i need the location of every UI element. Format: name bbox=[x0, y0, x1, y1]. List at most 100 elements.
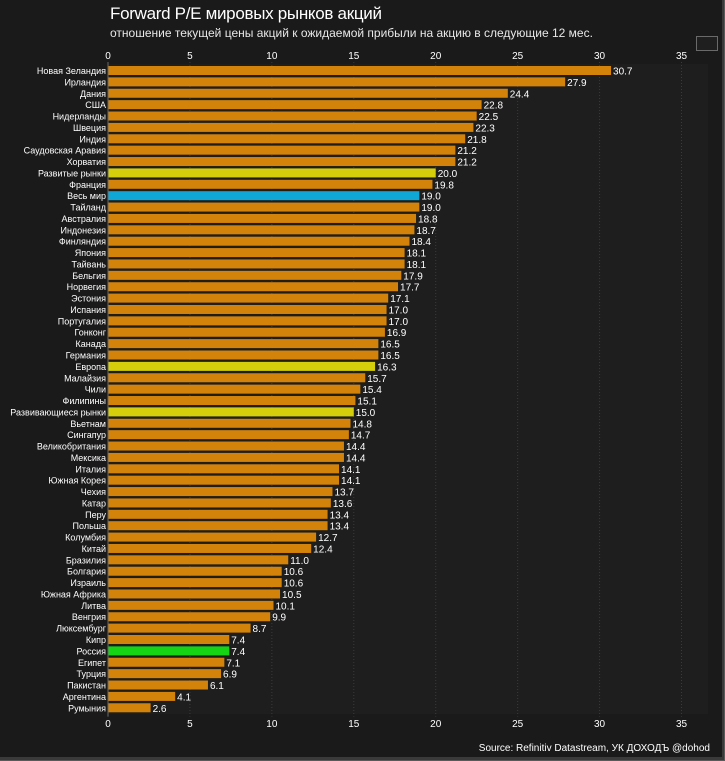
value-label: 13.7 bbox=[334, 488, 354, 499]
value-label: 17.9 bbox=[403, 271, 423, 282]
value-label: 15.7 bbox=[367, 374, 387, 385]
category-label: Хорватия bbox=[67, 157, 107, 167]
value-label: 4.1 bbox=[177, 692, 191, 703]
bar bbox=[108, 293, 389, 303]
category-label: Италия bbox=[75, 464, 106, 474]
x-tick-label-top: 25 bbox=[512, 51, 524, 62]
category-label: Испания bbox=[70, 305, 106, 315]
bar bbox=[108, 225, 415, 235]
x-tick-label-top: 5 bbox=[187, 51, 193, 62]
x-tick-label-top: 30 bbox=[594, 51, 606, 62]
value-label: 22.3 bbox=[475, 123, 495, 134]
value-label: 7.4 bbox=[231, 647, 245, 658]
value-label: 14.7 bbox=[351, 431, 371, 442]
bar bbox=[108, 304, 387, 314]
bar bbox=[108, 532, 317, 542]
bar bbox=[108, 282, 399, 292]
x-tick-label-bottom: 20 bbox=[430, 719, 442, 730]
category-label: Кипр bbox=[86, 635, 106, 645]
category-label: Развитые рынки bbox=[38, 168, 106, 178]
value-label: 16.5 bbox=[380, 351, 400, 362]
bar bbox=[108, 441, 344, 451]
category-label: Великобритания bbox=[37, 442, 106, 452]
x-tick-label-top: 15 bbox=[348, 51, 360, 62]
category-label: Чили bbox=[85, 385, 106, 395]
value-label: 19.0 bbox=[421, 203, 441, 214]
x-tick-label-top: 0 bbox=[105, 51, 111, 62]
bar bbox=[108, 498, 331, 508]
bar bbox=[108, 168, 436, 178]
bar bbox=[108, 509, 328, 519]
value-label: 10.6 bbox=[284, 567, 304, 578]
category-label: Мексика bbox=[71, 453, 106, 463]
value-label: 14.1 bbox=[341, 476, 361, 487]
value-label: 17.1 bbox=[390, 294, 410, 305]
category-label: Южная Африка bbox=[41, 589, 106, 599]
bar bbox=[108, 77, 566, 87]
value-label: 7.4 bbox=[231, 636, 245, 647]
category-label: Россия bbox=[76, 646, 106, 656]
bar bbox=[108, 202, 420, 212]
value-label: 11.0 bbox=[290, 556, 309, 567]
value-label: 22.5 bbox=[479, 112, 499, 123]
bar bbox=[108, 612, 271, 622]
category-label: Колумбия bbox=[65, 533, 106, 543]
category-label: Литва bbox=[81, 601, 106, 611]
value-label: 15.0 bbox=[356, 408, 376, 419]
value-label: 13.6 bbox=[333, 499, 353, 510]
value-label: 6.9 bbox=[223, 670, 237, 681]
bar bbox=[108, 623, 251, 633]
value-label: 21.2 bbox=[457, 146, 477, 157]
bar bbox=[108, 248, 405, 258]
bar bbox=[108, 703, 151, 713]
category-label: Гонконг bbox=[74, 328, 106, 338]
value-label: 12.4 bbox=[313, 544, 333, 555]
bar bbox=[108, 134, 466, 144]
category-label: Франция bbox=[69, 180, 106, 190]
bar bbox=[108, 122, 474, 132]
category-label: Китай bbox=[82, 544, 106, 554]
x-tick-label-top: 20 bbox=[430, 51, 442, 62]
category-label: Венгрия bbox=[72, 612, 106, 622]
value-label: 18.7 bbox=[416, 226, 436, 237]
category-label: Польша bbox=[73, 521, 106, 531]
category-label: Германия bbox=[66, 351, 106, 361]
bar bbox=[108, 430, 349, 440]
bar bbox=[108, 66, 612, 75]
x-tick-label-bottom: 15 bbox=[348, 719, 360, 730]
bar bbox=[108, 191, 420, 201]
value-label: 17.7 bbox=[400, 283, 420, 294]
bar bbox=[108, 396, 356, 406]
x-tick-label-bottom: 10 bbox=[266, 719, 278, 730]
category-label: Тайвань bbox=[72, 259, 107, 269]
category-label: Канада bbox=[76, 339, 106, 349]
category-label: Австралия bbox=[62, 214, 107, 224]
bar bbox=[108, 350, 379, 360]
chart-menu-button[interactable] bbox=[696, 36, 718, 51]
bar bbox=[108, 418, 351, 428]
category-label: Перу bbox=[85, 510, 106, 520]
category-label: Южная Корея bbox=[48, 476, 106, 486]
bar bbox=[108, 327, 385, 337]
value-label: 10.1 bbox=[275, 601, 295, 612]
value-label: 14.4 bbox=[346, 442, 366, 453]
value-label: 16.9 bbox=[387, 328, 407, 339]
category-label: Япония bbox=[75, 248, 106, 258]
bar bbox=[108, 600, 274, 610]
value-label: 14.8 bbox=[353, 419, 373, 430]
category-label: Сингапур bbox=[67, 430, 106, 440]
x-tick-label-bottom: 35 bbox=[676, 719, 688, 730]
value-label: 14.4 bbox=[346, 453, 366, 464]
value-label: 27.9 bbox=[567, 78, 587, 89]
value-label: 18.1 bbox=[407, 260, 427, 271]
category-label: Индия bbox=[79, 134, 106, 144]
bar bbox=[108, 589, 281, 599]
x-tick-label-top: 35 bbox=[676, 51, 688, 62]
value-label: 18.1 bbox=[407, 249, 427, 260]
bar bbox=[108, 316, 387, 326]
category-label: Филипины bbox=[63, 396, 107, 406]
category-label: Бразилия bbox=[66, 555, 106, 565]
value-label: 13.4 bbox=[330, 522, 350, 533]
value-label: 16.5 bbox=[380, 340, 400, 351]
bar bbox=[108, 635, 230, 644]
